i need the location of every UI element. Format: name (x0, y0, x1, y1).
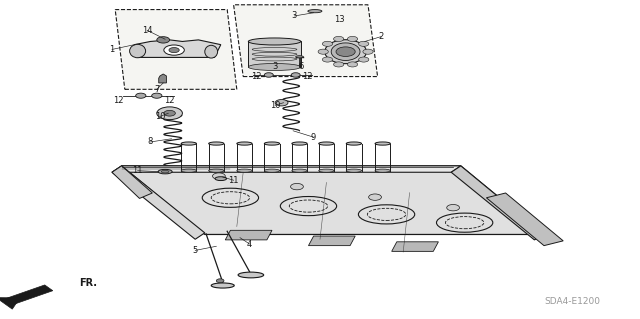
Text: 3: 3 (292, 11, 297, 20)
Ellipse shape (209, 142, 224, 145)
Circle shape (212, 173, 225, 179)
Ellipse shape (248, 38, 301, 45)
Ellipse shape (319, 142, 334, 145)
Polygon shape (451, 166, 544, 240)
Ellipse shape (237, 169, 252, 172)
Circle shape (348, 36, 358, 41)
Circle shape (291, 183, 303, 190)
Circle shape (348, 62, 358, 67)
Circle shape (152, 93, 162, 98)
Text: 9: 9 (311, 133, 316, 142)
Text: 10: 10 (155, 112, 165, 121)
Text: 5: 5 (193, 246, 198, 255)
Ellipse shape (332, 43, 360, 61)
Text: 2: 2 (378, 32, 383, 41)
Ellipse shape (375, 142, 390, 145)
Text: FR.: FR. (79, 278, 97, 288)
Ellipse shape (205, 45, 218, 58)
Text: 6: 6 (298, 63, 303, 71)
Polygon shape (6, 285, 53, 304)
Polygon shape (134, 40, 221, 57)
Ellipse shape (129, 44, 146, 58)
Circle shape (323, 57, 333, 62)
Ellipse shape (209, 169, 224, 172)
Circle shape (169, 48, 179, 53)
Polygon shape (112, 166, 152, 198)
Ellipse shape (296, 56, 303, 58)
Ellipse shape (181, 142, 196, 145)
Circle shape (164, 110, 175, 116)
Ellipse shape (375, 169, 390, 172)
Circle shape (323, 41, 333, 46)
Ellipse shape (346, 142, 362, 145)
Circle shape (333, 62, 344, 67)
Text: 7: 7 (154, 85, 159, 94)
Ellipse shape (238, 272, 264, 278)
Polygon shape (225, 230, 272, 240)
Circle shape (333, 36, 344, 41)
Ellipse shape (161, 170, 169, 173)
Circle shape (318, 49, 328, 54)
Ellipse shape (264, 142, 280, 145)
Ellipse shape (248, 63, 301, 70)
Text: 11: 11 (132, 166, 143, 175)
Text: 4: 4 (247, 240, 252, 249)
Circle shape (216, 279, 224, 283)
Polygon shape (159, 74, 166, 83)
Text: 10: 10 (270, 101, 280, 110)
Text: 8: 8 (148, 137, 153, 146)
Ellipse shape (158, 169, 172, 174)
Polygon shape (248, 41, 301, 67)
Polygon shape (234, 5, 378, 77)
Text: 3: 3 (273, 63, 278, 71)
Circle shape (264, 73, 273, 77)
Ellipse shape (292, 142, 307, 145)
Text: 11: 11 (228, 176, 239, 185)
Circle shape (157, 37, 170, 43)
Polygon shape (392, 242, 438, 251)
Circle shape (358, 57, 369, 62)
Circle shape (358, 41, 369, 46)
Polygon shape (308, 236, 355, 246)
Ellipse shape (215, 177, 227, 181)
Ellipse shape (211, 283, 234, 288)
Text: 12: 12 (164, 96, 175, 105)
Circle shape (363, 49, 373, 54)
Ellipse shape (325, 40, 367, 64)
Polygon shape (112, 166, 461, 172)
Text: 12: 12 (302, 72, 312, 81)
Ellipse shape (319, 169, 334, 172)
Text: 12: 12 (113, 96, 124, 105)
Polygon shape (486, 193, 563, 246)
Ellipse shape (237, 142, 252, 145)
Text: 1: 1 (109, 45, 115, 54)
Polygon shape (112, 166, 205, 239)
Text: 14: 14 (142, 26, 152, 35)
Circle shape (136, 93, 146, 98)
Ellipse shape (308, 10, 322, 13)
Polygon shape (122, 166, 544, 234)
Circle shape (275, 100, 288, 106)
Text: SDA4-E1200: SDA4-E1200 (545, 297, 601, 306)
Circle shape (369, 194, 381, 200)
Text: 13: 13 (334, 15, 344, 24)
Text: 12: 12 (251, 72, 261, 81)
Ellipse shape (264, 169, 280, 172)
Circle shape (157, 107, 182, 120)
Circle shape (336, 47, 355, 56)
Ellipse shape (181, 169, 196, 172)
Ellipse shape (346, 169, 362, 172)
Polygon shape (115, 10, 237, 89)
Ellipse shape (292, 169, 307, 172)
Circle shape (164, 45, 184, 55)
Circle shape (291, 73, 300, 77)
Circle shape (447, 204, 460, 211)
Polygon shape (0, 298, 20, 309)
